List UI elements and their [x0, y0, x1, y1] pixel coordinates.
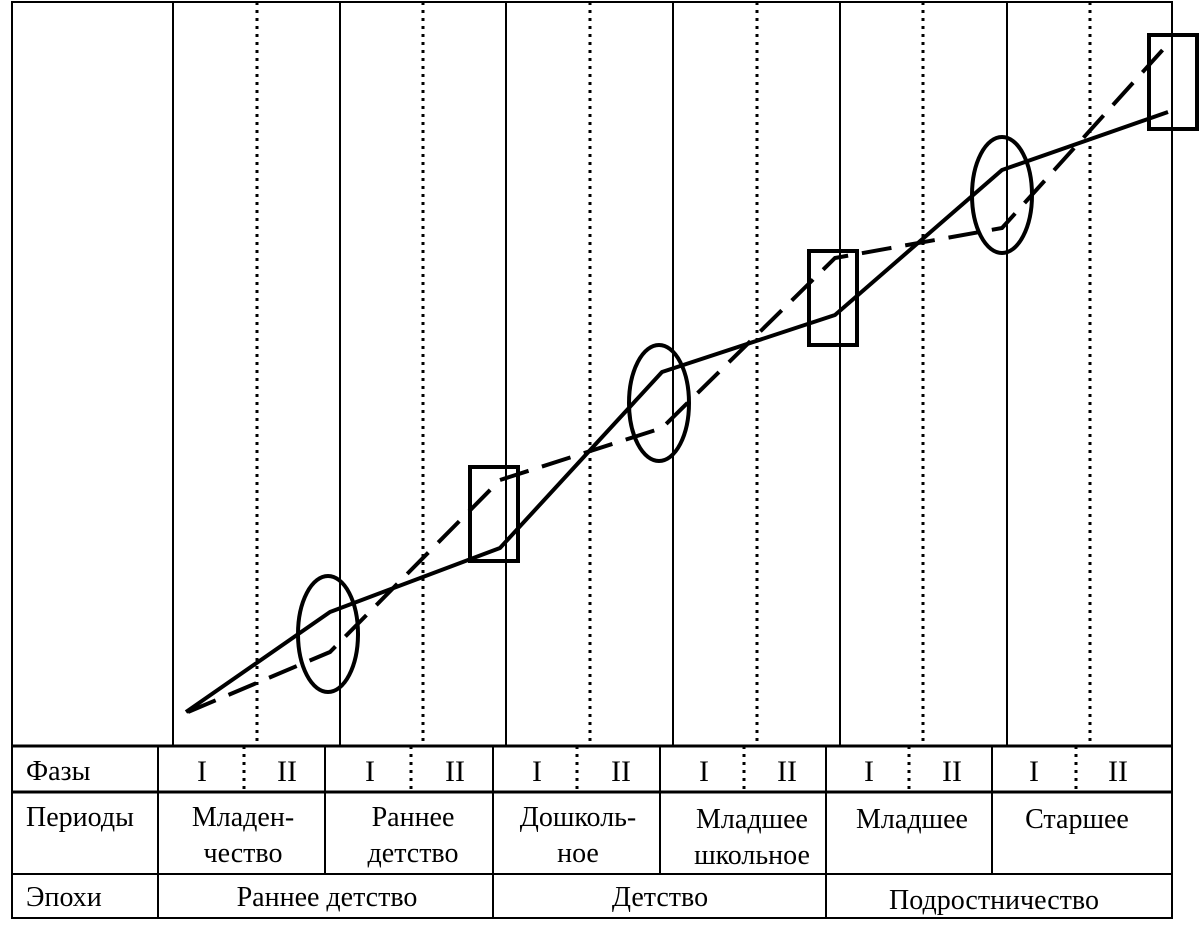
phase-mark: II: [1108, 755, 1128, 788]
phase-mark: II: [611, 755, 631, 788]
period-label-primary-school-1: Младшее: [696, 804, 808, 835]
transition-rect-1: [468, 465, 520, 563]
grid: [11, 1, 1173, 919]
phase-mark: II: [942, 755, 962, 788]
transition-rect-2: [807, 249, 859, 347]
dashed-curve: [187, 42, 1170, 714]
period-label-infancy-2: чество: [204, 838, 283, 869]
phase-mark: I: [864, 755, 874, 788]
row-label-periods: Периоды: [26, 802, 134, 833]
phase-mark: I: [1029, 755, 1039, 788]
period-label-preschool-2: ное: [557, 838, 599, 869]
period-boundary-lines: [157, 2, 1008, 874]
period-label-early-childhood-2: детство: [368, 838, 459, 869]
solid-curve: [184, 110, 1169, 714]
phase-mark: I: [532, 755, 542, 788]
transition-ellipse-1: [296, 574, 360, 694]
period-label-senior: Старшее: [1025, 804, 1129, 835]
phase-mark: I: [197, 755, 207, 788]
transition-ellipse-2: [627, 343, 691, 463]
transition-ellipse-3: [970, 135, 1034, 255]
row-label-phases: Фазы: [26, 756, 91, 787]
phase-mark: II: [445, 755, 465, 788]
period-label-junior: Младшее: [856, 804, 968, 835]
period-label-primary-school-2: школьное: [694, 840, 810, 871]
phase-mark: II: [777, 755, 797, 788]
epoch-boundary-lines: [492, 874, 827, 918]
transition-rect-3: [1147, 33, 1199, 131]
transition-markers: [296, 33, 1199, 694]
period-label-early-childhood-1: Раннее: [372, 802, 455, 833]
outer-frame: [11, 1, 1173, 919]
period-label-preschool-1: Дошколь-: [520, 802, 637, 833]
phase-boundary-lines: [242, 2, 1092, 792]
phase-mark: I: [699, 755, 709, 788]
phase-mark: II: [277, 755, 297, 788]
epoch-label-childhood: Детство: [612, 882, 708, 913]
phase-mark: I: [365, 755, 375, 788]
epoch-label-adolescence: Подростничество: [889, 885, 1099, 916]
epoch-label-early-childhood: Раннее детство: [237, 882, 418, 913]
epoch-labels: Раннее детство Детство Подростничество: [237, 882, 1099, 916]
row-label-epochs: Эпохи: [26, 882, 102, 913]
period-labels: Младен- чество Раннее детство Дошколь- н…: [192, 802, 1129, 871]
phase-marks: I II I II I II I II I II I II: [197, 755, 1128, 788]
period-label-infancy-1: Младен-: [192, 802, 294, 833]
